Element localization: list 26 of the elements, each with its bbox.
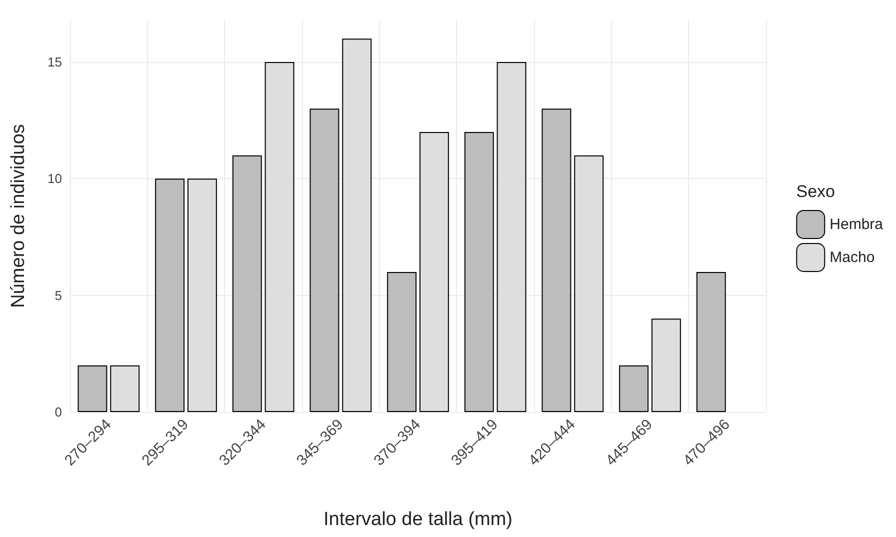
bar: [264, 62, 294, 412]
y-tick-label: 15: [48, 54, 62, 70]
y-tick-label: 5: [54, 288, 62, 303]
bar: [110, 365, 140, 412]
bar: [342, 38, 372, 412]
bar: [419, 132, 449, 412]
bar: [574, 155, 604, 412]
bar: [464, 132, 494, 412]
bar: [619, 365, 649, 412]
y-axis-title: Número de individuos: [8, 124, 29, 308]
y-tick-label: 10: [48, 171, 62, 186]
bar: [542, 108, 572, 412]
bar: [155, 178, 185, 412]
bar: [78, 365, 108, 412]
legend-title: Sexo: [796, 182, 835, 201]
bar: [232, 155, 262, 412]
bar: [387, 272, 417, 412]
legend-label: Macho: [830, 249, 875, 266]
bar: [496, 62, 526, 412]
bar: [651, 318, 681, 412]
bar: [310, 108, 340, 412]
y-tick-label: 0: [54, 404, 62, 420]
legend-label: Hembra: [830, 216, 884, 233]
bar: [187, 178, 217, 412]
x-axis-title: Intervalo de talla (mm): [323, 509, 513, 530]
bar: [696, 272, 726, 412]
